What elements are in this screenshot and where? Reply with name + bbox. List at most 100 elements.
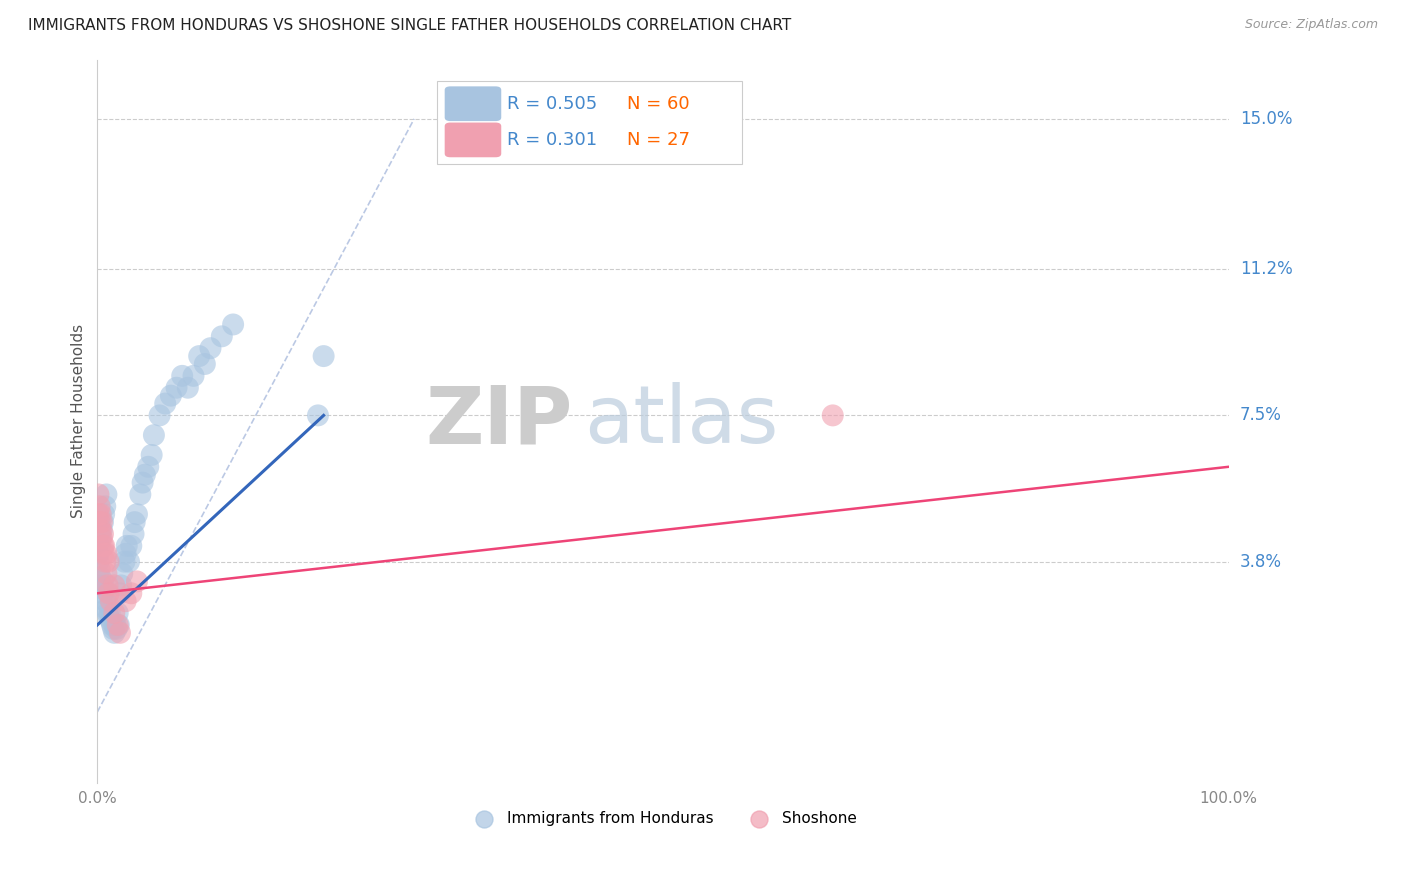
Point [103,622,125,636]
Point [100,614,122,628]
Point [114,547,136,561]
FancyBboxPatch shape [444,87,502,121]
Point [125,507,148,521]
Point [107,606,129,620]
Point [108,625,131,640]
Point [97,598,120,612]
Point [122,527,145,541]
Point [103,625,125,640]
Point [103,606,125,620]
Point [93,507,115,521]
Point [183,368,205,383]
Point [160,389,183,403]
Point [91,527,114,541]
Point [307,409,329,423]
Point [211,329,233,343]
Point [120,586,142,600]
Point [91,539,114,553]
Point [96,578,118,592]
Point [96,602,118,616]
Point [89,539,111,553]
Point [821,409,844,423]
Text: 15.0%: 15.0% [1240,110,1292,128]
Point [96,606,118,620]
Point [98,606,121,620]
Text: R = 0.301: R = 0.301 [508,131,598,149]
Point [114,594,136,608]
Point [91,586,114,600]
Point [312,349,335,363]
Point [89,563,111,577]
Point [96,566,118,581]
Point [125,574,148,589]
Point [124,515,146,529]
Point [115,539,138,553]
Text: 7.5%: 7.5% [1240,407,1282,425]
Text: 3.8%: 3.8% [1240,553,1282,571]
Point [90,507,112,521]
Point [172,368,194,383]
Point [87,555,110,569]
Point [134,467,156,482]
Point [94,555,117,569]
Point [87,547,110,561]
Point [91,515,114,529]
Point [97,586,120,600]
Point [93,582,115,597]
Point [101,618,124,632]
Point [222,318,245,332]
Point [188,349,211,363]
Text: Source: ZipAtlas.com: Source: ZipAtlas.com [1244,18,1378,31]
Point [177,381,200,395]
Point [90,515,112,529]
Point [96,547,118,561]
Text: IMMIGRANTS FROM HONDURAS VS SHOSHONE SINGLE FATHER HOUSEHOLDS CORRELATION CHART: IMMIGRANTS FROM HONDURAS VS SHOSHONE SIN… [28,18,792,33]
Text: N = 27: N = 27 [627,131,690,149]
Text: R = 0.505: R = 0.505 [508,95,598,112]
Point [129,487,152,501]
Point [148,409,170,423]
FancyBboxPatch shape [444,122,502,157]
Point [141,448,163,462]
Point [90,523,112,537]
Point [110,578,132,592]
Y-axis label: Single Father Households: Single Father Households [72,325,86,518]
Point [93,547,115,561]
Point [90,531,112,545]
Point [103,578,125,592]
Point [200,341,222,355]
Point [91,574,114,589]
Point [89,500,111,514]
Point [93,539,115,553]
Text: 11.2%: 11.2% [1240,260,1292,278]
Point [87,507,110,521]
Point [90,531,112,545]
Point [114,555,136,569]
Point [97,555,120,569]
Point [136,459,159,474]
FancyBboxPatch shape [437,81,742,164]
Point [90,578,112,592]
Point [118,555,141,569]
Point [105,622,128,636]
Legend: Immigrants from Honduras, Shoshone: Immigrants from Honduras, Shoshone [468,811,858,826]
Point [142,428,165,442]
Point [94,500,117,514]
Text: atlas: atlas [583,383,778,460]
Point [104,618,127,632]
Point [108,586,131,600]
Point [97,610,120,624]
Point [87,487,110,501]
Point [90,570,112,584]
Point [96,487,118,501]
Point [120,539,142,553]
Text: ZIP: ZIP [425,383,572,460]
Point [94,594,117,608]
Point [107,618,129,632]
Point [166,381,188,395]
Point [131,475,153,490]
Point [89,515,111,529]
Point [194,357,217,371]
Point [155,396,177,410]
Point [90,523,112,537]
